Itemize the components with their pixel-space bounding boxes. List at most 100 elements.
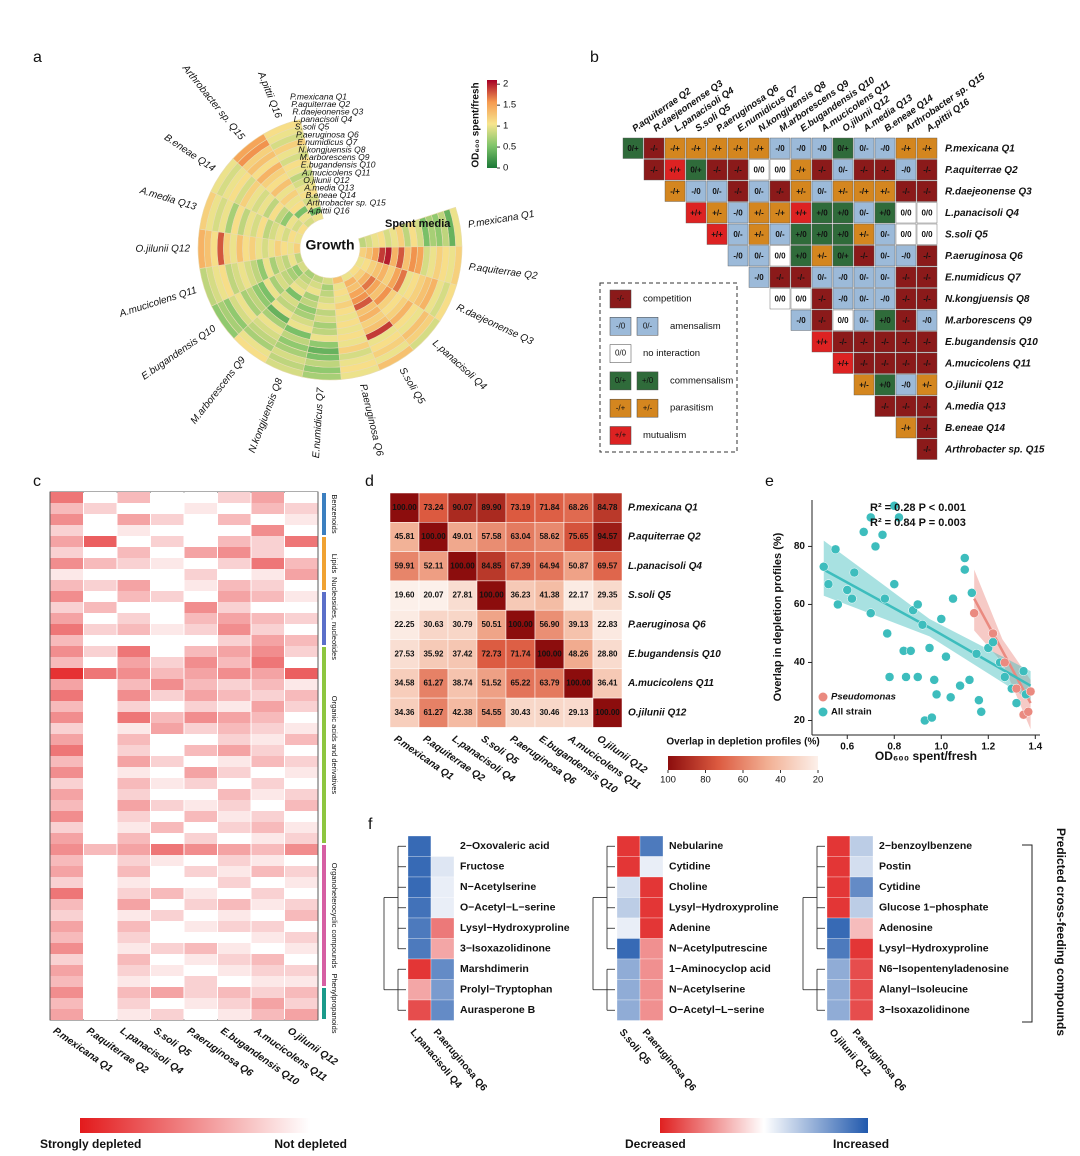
heatmap-cell [50,723,83,734]
ring-label: O.jilunii Q12 [303,175,350,185]
cell [853,223,875,245]
legend-label: parasitism [670,403,713,414]
heatmap-cell [218,602,251,613]
point [1011,683,1022,694]
heatmap-cell [50,833,83,844]
cell-value: 37.42 [452,649,473,658]
heatmap-cell [151,778,184,789]
cell-value: 22.83 [597,620,618,629]
cell [853,309,875,331]
cell [832,309,854,331]
heatmap-cell [50,514,83,525]
ring-cell [286,241,295,255]
heatmap-cell [50,492,83,503]
matrix-cell [534,697,565,728]
colorbar-label: 20 [813,775,824,786]
heatmap-cell [151,789,184,800]
heatmap-cell [151,558,184,569]
point [866,512,876,523]
heatmap-cell [151,866,184,877]
heatmap-cell [117,866,150,877]
cell-label: 0/0 [774,251,786,260]
heatmap-cell [218,976,251,987]
cell-label: -/- [902,402,910,411]
cell-label: +/+ [711,230,723,239]
class-label: Benzenoids [330,494,339,533]
cell [685,137,707,159]
row-label: M.arborescens Q9 [945,315,1032,326]
cell [916,438,938,460]
colorbar [668,756,818,770]
heatmap-cell [251,800,284,811]
heatmap-cell [251,492,284,503]
sector-label: O.jilunii Q12 [136,243,191,254]
heatmap-cell [184,525,217,536]
heatmap-cell [285,569,318,580]
cell-label: 0/- [817,273,827,282]
cell-label: 0/0 [795,294,807,303]
matrix-cell [447,551,478,582]
heatmap-cell [117,844,150,855]
point [882,628,892,639]
matrix-cell [505,492,536,523]
cell-label: -/- [923,251,931,260]
heatmap-cell [50,998,83,1009]
cell-label: +/- [859,380,869,389]
point [849,567,860,578]
heatmap-cell [251,866,284,877]
heatmap-cell [285,1009,318,1020]
matrix-cell [534,551,565,582]
heatmap-cell [849,856,874,878]
cell-label: -/+ [922,144,932,153]
heatmap-cell [251,668,284,679]
cell [853,374,875,396]
heatmap-cell [184,844,217,855]
sector-label: A.mucicolens Q11 [117,285,198,320]
heatmap-cell [84,547,117,558]
heatmap-cell [84,767,117,778]
heatmap-cell [50,1009,83,1020]
heatmap-cell [285,998,318,1009]
heatmap-cell [430,958,455,980]
cell-value: 29.35 [597,591,618,600]
heatmap-cell [407,917,432,939]
cell-value: 100.00 [421,532,446,541]
heatmap-cell [218,492,251,503]
point [924,643,935,653]
cell [853,180,875,202]
heatmap-cell [50,646,83,657]
cell [853,331,875,353]
cell-label: 0/+ [690,165,702,174]
cell [895,331,917,353]
cell [895,180,917,202]
heatmap-cell [117,635,150,646]
point [901,672,911,682]
heatmap-cell [151,877,184,888]
matrix-cell [476,697,507,728]
heatmap-cell [251,734,284,745]
cell [874,395,896,417]
cell [874,245,896,267]
heatmap-cell [50,965,83,976]
legend-box [599,282,738,453]
matrix-cell [447,639,478,670]
ring-label: R.daejeonense Q3 [292,106,363,116]
cell [874,331,896,353]
matrix-cell [476,609,507,640]
heatmap-cell [285,965,318,976]
heatmap-cell [184,1009,217,1020]
colorbar-high: Not depleted [274,1137,347,1151]
heatmap-cell [151,756,184,767]
heatmap-cell [151,1009,184,1020]
heatmap-cell [849,938,874,960]
heatmap-cell [849,979,874,1001]
heatmap-cell [117,767,150,778]
matrix-cell [592,580,623,611]
cell [916,288,938,310]
cell [916,223,938,245]
cell-value: 30.63 [423,620,444,629]
heatmap-cell [251,855,284,866]
heatmap-cell [184,778,217,789]
row-label: 1−Aminocyclop acid [669,963,771,975]
cell-label: 0/+ [627,144,639,153]
